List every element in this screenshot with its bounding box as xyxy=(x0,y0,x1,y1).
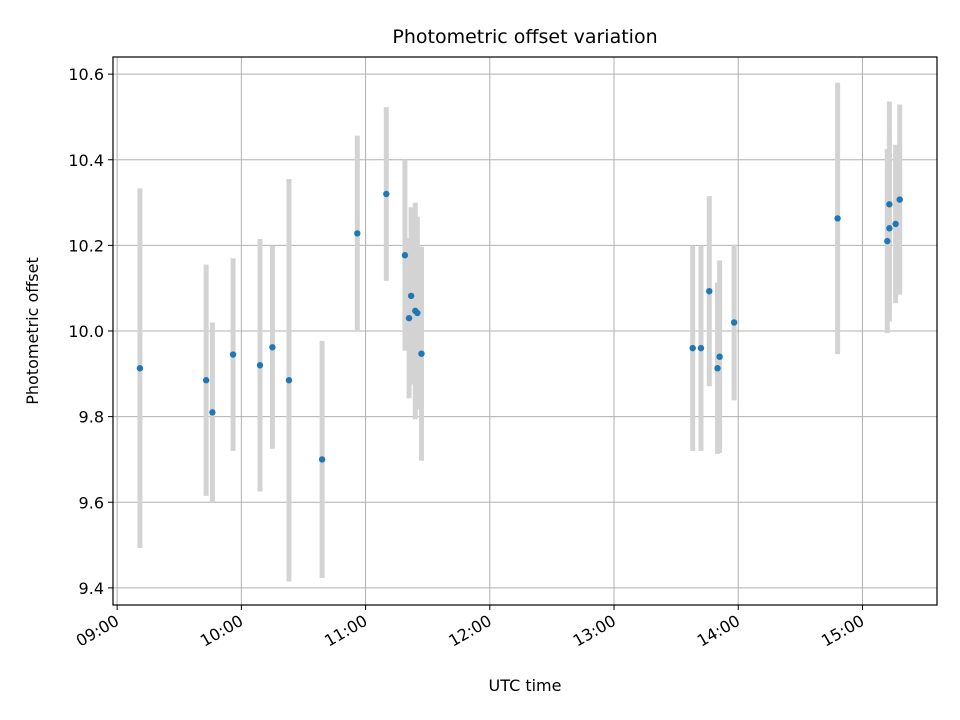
data-point xyxy=(136,365,144,372)
data-point xyxy=(285,377,293,384)
data-point xyxy=(896,196,903,203)
data-point xyxy=(884,237,891,245)
y-tick-label: 9.6 xyxy=(79,493,104,512)
data-point xyxy=(407,292,415,300)
grid xyxy=(113,57,937,605)
data-point xyxy=(689,344,696,352)
data-point xyxy=(401,252,409,259)
data-point xyxy=(714,365,721,372)
y-tick-label: 9.4 xyxy=(79,579,104,598)
data-point xyxy=(269,344,276,351)
data-point xyxy=(229,351,237,358)
data-point xyxy=(886,225,893,232)
data-point xyxy=(716,353,723,360)
x-axis-label: UTC time xyxy=(489,676,562,695)
data-point xyxy=(418,350,425,357)
y-tick-label: 9.8 xyxy=(79,408,104,427)
chart-title: Photometric offset variation xyxy=(392,26,657,48)
y-tick-label: 10.6 xyxy=(68,65,104,84)
data-point xyxy=(892,220,899,228)
data-point xyxy=(256,362,264,369)
data-point xyxy=(383,190,390,198)
data-points xyxy=(136,190,903,463)
y-tick-label: 10.4 xyxy=(68,151,104,170)
data-point xyxy=(730,319,738,326)
data-point xyxy=(706,287,713,295)
y-axis-ticks: 9.4 9.6 9.8 10.0 10.2 10.4 10.6 xyxy=(68,65,113,598)
data-point xyxy=(318,456,326,463)
data-point xyxy=(209,409,216,416)
y-tick-label: 10.2 xyxy=(68,236,104,255)
data-point xyxy=(834,215,841,222)
data-point xyxy=(354,230,361,237)
data-point xyxy=(414,309,421,317)
y-axis-label: Photometric offset xyxy=(23,257,42,405)
data-point xyxy=(405,314,413,322)
data-point xyxy=(202,377,210,384)
data-point xyxy=(697,344,705,352)
y-tick-label: 10.0 xyxy=(68,322,104,341)
data-point xyxy=(886,201,893,208)
